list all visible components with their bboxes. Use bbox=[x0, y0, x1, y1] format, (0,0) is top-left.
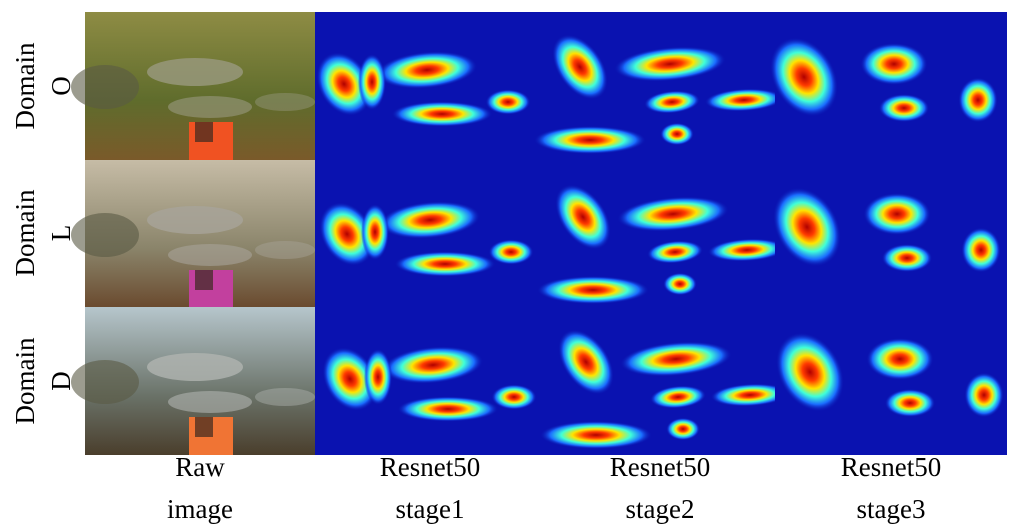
activation-blob bbox=[863, 193, 930, 235]
activation-blob bbox=[885, 389, 935, 417]
activation-map bbox=[540, 307, 790, 455]
activation-blob bbox=[492, 384, 537, 409]
row-label: Domain bbox=[10, 42, 40, 129]
activation-blob bbox=[666, 418, 700, 440]
activation-blob bbox=[879, 94, 929, 122]
activation-blob bbox=[660, 123, 694, 145]
fish bbox=[71, 213, 139, 257]
activation-blob bbox=[361, 204, 389, 260]
activation-map bbox=[534, 12, 784, 160]
activation-map bbox=[305, 12, 545, 160]
activation-blob bbox=[537, 276, 649, 304]
column-label: Resnet50 bbox=[841, 452, 942, 482]
column-labels: Raw image Resnet50 stage1 Resnet50 stage… bbox=[167, 452, 941, 524]
column-label: Raw bbox=[175, 452, 225, 482]
fish bbox=[71, 360, 139, 404]
row-label: Domain bbox=[10, 189, 40, 276]
fish bbox=[255, 388, 315, 406]
row-label: D bbox=[46, 371, 76, 391]
raw-image bbox=[71, 160, 315, 308]
column-label: Resnet50 bbox=[610, 452, 711, 482]
activation-blob bbox=[392, 101, 493, 126]
activation-blob bbox=[489, 239, 534, 264]
activation-blob bbox=[398, 396, 499, 421]
fish bbox=[147, 58, 243, 86]
fish bbox=[147, 353, 243, 381]
activation-blob bbox=[964, 373, 1003, 418]
activation-map bbox=[756, 12, 1007, 160]
row-label: L bbox=[46, 225, 76, 242]
raw-image bbox=[71, 12, 315, 160]
activation-blob bbox=[958, 78, 997, 123]
figure: Domain O Domain L Domain D Raw image Res… bbox=[0, 0, 1013, 528]
fish bbox=[168, 391, 252, 413]
column-label: stage3 bbox=[857, 494, 926, 524]
column-label: image bbox=[167, 494, 233, 524]
activation-blob bbox=[534, 126, 646, 154]
fish bbox=[255, 93, 315, 111]
raw-image bbox=[71, 307, 315, 455]
fish bbox=[168, 96, 252, 118]
activation-blob bbox=[395, 251, 496, 276]
marker-top bbox=[195, 417, 213, 437]
activation-blob bbox=[486, 89, 531, 114]
activation-map bbox=[762, 307, 1007, 455]
row-label: Domain bbox=[10, 337, 40, 424]
activation-blob bbox=[663, 273, 697, 295]
activation-blob bbox=[866, 338, 933, 380]
column-label: stage1 bbox=[396, 494, 465, 524]
activation-blob bbox=[358, 54, 386, 110]
fish bbox=[71, 65, 139, 109]
fish bbox=[147, 206, 243, 234]
activation-blob bbox=[961, 228, 1000, 273]
fish bbox=[168, 244, 252, 266]
fish bbox=[255, 241, 315, 259]
marker-top bbox=[195, 122, 213, 142]
activation-blob bbox=[364, 349, 392, 405]
activation-blob bbox=[882, 244, 932, 272]
activation-map bbox=[759, 160, 1007, 308]
marker-top bbox=[195, 270, 213, 290]
activation-map bbox=[308, 160, 545, 308]
activation-map bbox=[537, 160, 787, 308]
column-label: Resnet50 bbox=[380, 452, 481, 482]
column-label: stage2 bbox=[626, 494, 695, 524]
row-label: O bbox=[46, 76, 76, 96]
row-labels: Domain O Domain L Domain D bbox=[10, 42, 76, 424]
activation-blob bbox=[540, 421, 652, 449]
activation-blob bbox=[860, 43, 927, 85]
activation-map bbox=[311, 307, 545, 455]
image-grid bbox=[71, 12, 1007, 455]
